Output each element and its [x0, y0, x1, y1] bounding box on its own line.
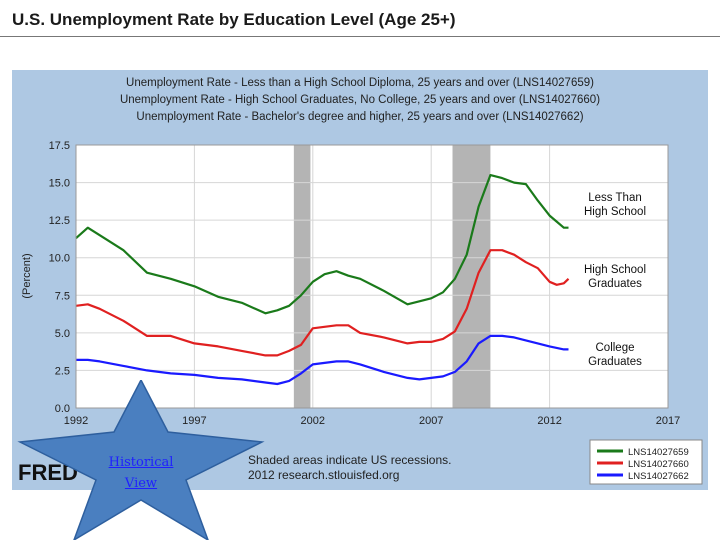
x-tick-label: 1992 [64, 415, 88, 427]
chart-title-line: Unemployment Rate - High School Graduate… [120, 94, 600, 106]
series-line [75, 249, 570, 357]
x-tick-label: 2002 [301, 415, 325, 427]
x-axis-ticks: 1992 1997 2002 2007 2012 2017 [64, 415, 680, 427]
footer-note: Shaded areas indicate US recessions. [248, 453, 451, 467]
legend-label: LNS14027662 [628, 471, 689, 482]
y-tick-label: 15.0 [49, 178, 70, 190]
series-line [76, 334, 569, 386]
x-tick-label: 2007 [419, 415, 443, 427]
series-annotation: College [596, 342, 635, 354]
historical-view-link[interactable]: Historical View [100, 452, 182, 494]
series-lines [75, 174, 570, 386]
fred-chart-svg: Unemployment Rate - Less than a High Sch… [18, 77, 703, 485]
y-tick-label: 12.5 [49, 215, 70, 227]
x-tick-label: 1997 [182, 415, 206, 427]
y-tick-label: 2.5 [55, 365, 70, 377]
plot-area [76, 145, 668, 408]
fred-chart-panel: Unemployment Rate - Less than a High Sch… [12, 70, 708, 490]
series-line [75, 174, 569, 315]
star-icon [17, 380, 265, 540]
x-tick-label: 2012 [537, 415, 561, 427]
y-tick-label: 0.0 [55, 403, 70, 415]
x-tick-label: 2017 [656, 415, 680, 427]
star-shape [17, 380, 265, 540]
y-axis-ticks: 0.0 2.5 5.0 7.5 10.0 12.5 15.0 17.5 [49, 140, 70, 415]
y-tick-label: 10.0 [49, 253, 70, 265]
title-divider [0, 36, 720, 37]
chart-title-line: Unemployment Rate - Bachelor's degree an… [136, 111, 583, 123]
series-annotation: Less Than [588, 192, 642, 204]
legend-label: LNS14027660 [628, 459, 689, 470]
legend-label: LNS14027659 [628, 447, 689, 458]
series-annotation: High School [584, 206, 646, 218]
series-annotation: Graduates [588, 278, 642, 290]
y-axis-label: (Percent) [21, 253, 33, 298]
slide-title: U.S. Unemployment Rate by Education Leve… [12, 10, 456, 29]
y-tick-label: 7.5 [55, 290, 70, 302]
series-annotation: Graduates [588, 356, 642, 368]
chart-title-line: Unemployment Rate - Less than a High Sch… [126, 77, 594, 89]
y-tick-label: 17.5 [49, 140, 70, 152]
series-annotation: High School [584, 264, 646, 276]
historical-view-link-line1: Historical [108, 455, 174, 470]
recession-band [293, 145, 311, 408]
plot-border [75, 144, 669, 409]
historical-view-link-line2: View [124, 476, 158, 491]
y-tick-label: 5.0 [55, 328, 70, 340]
footer-source: 2012 research.stlouisfed.org [248, 468, 399, 482]
